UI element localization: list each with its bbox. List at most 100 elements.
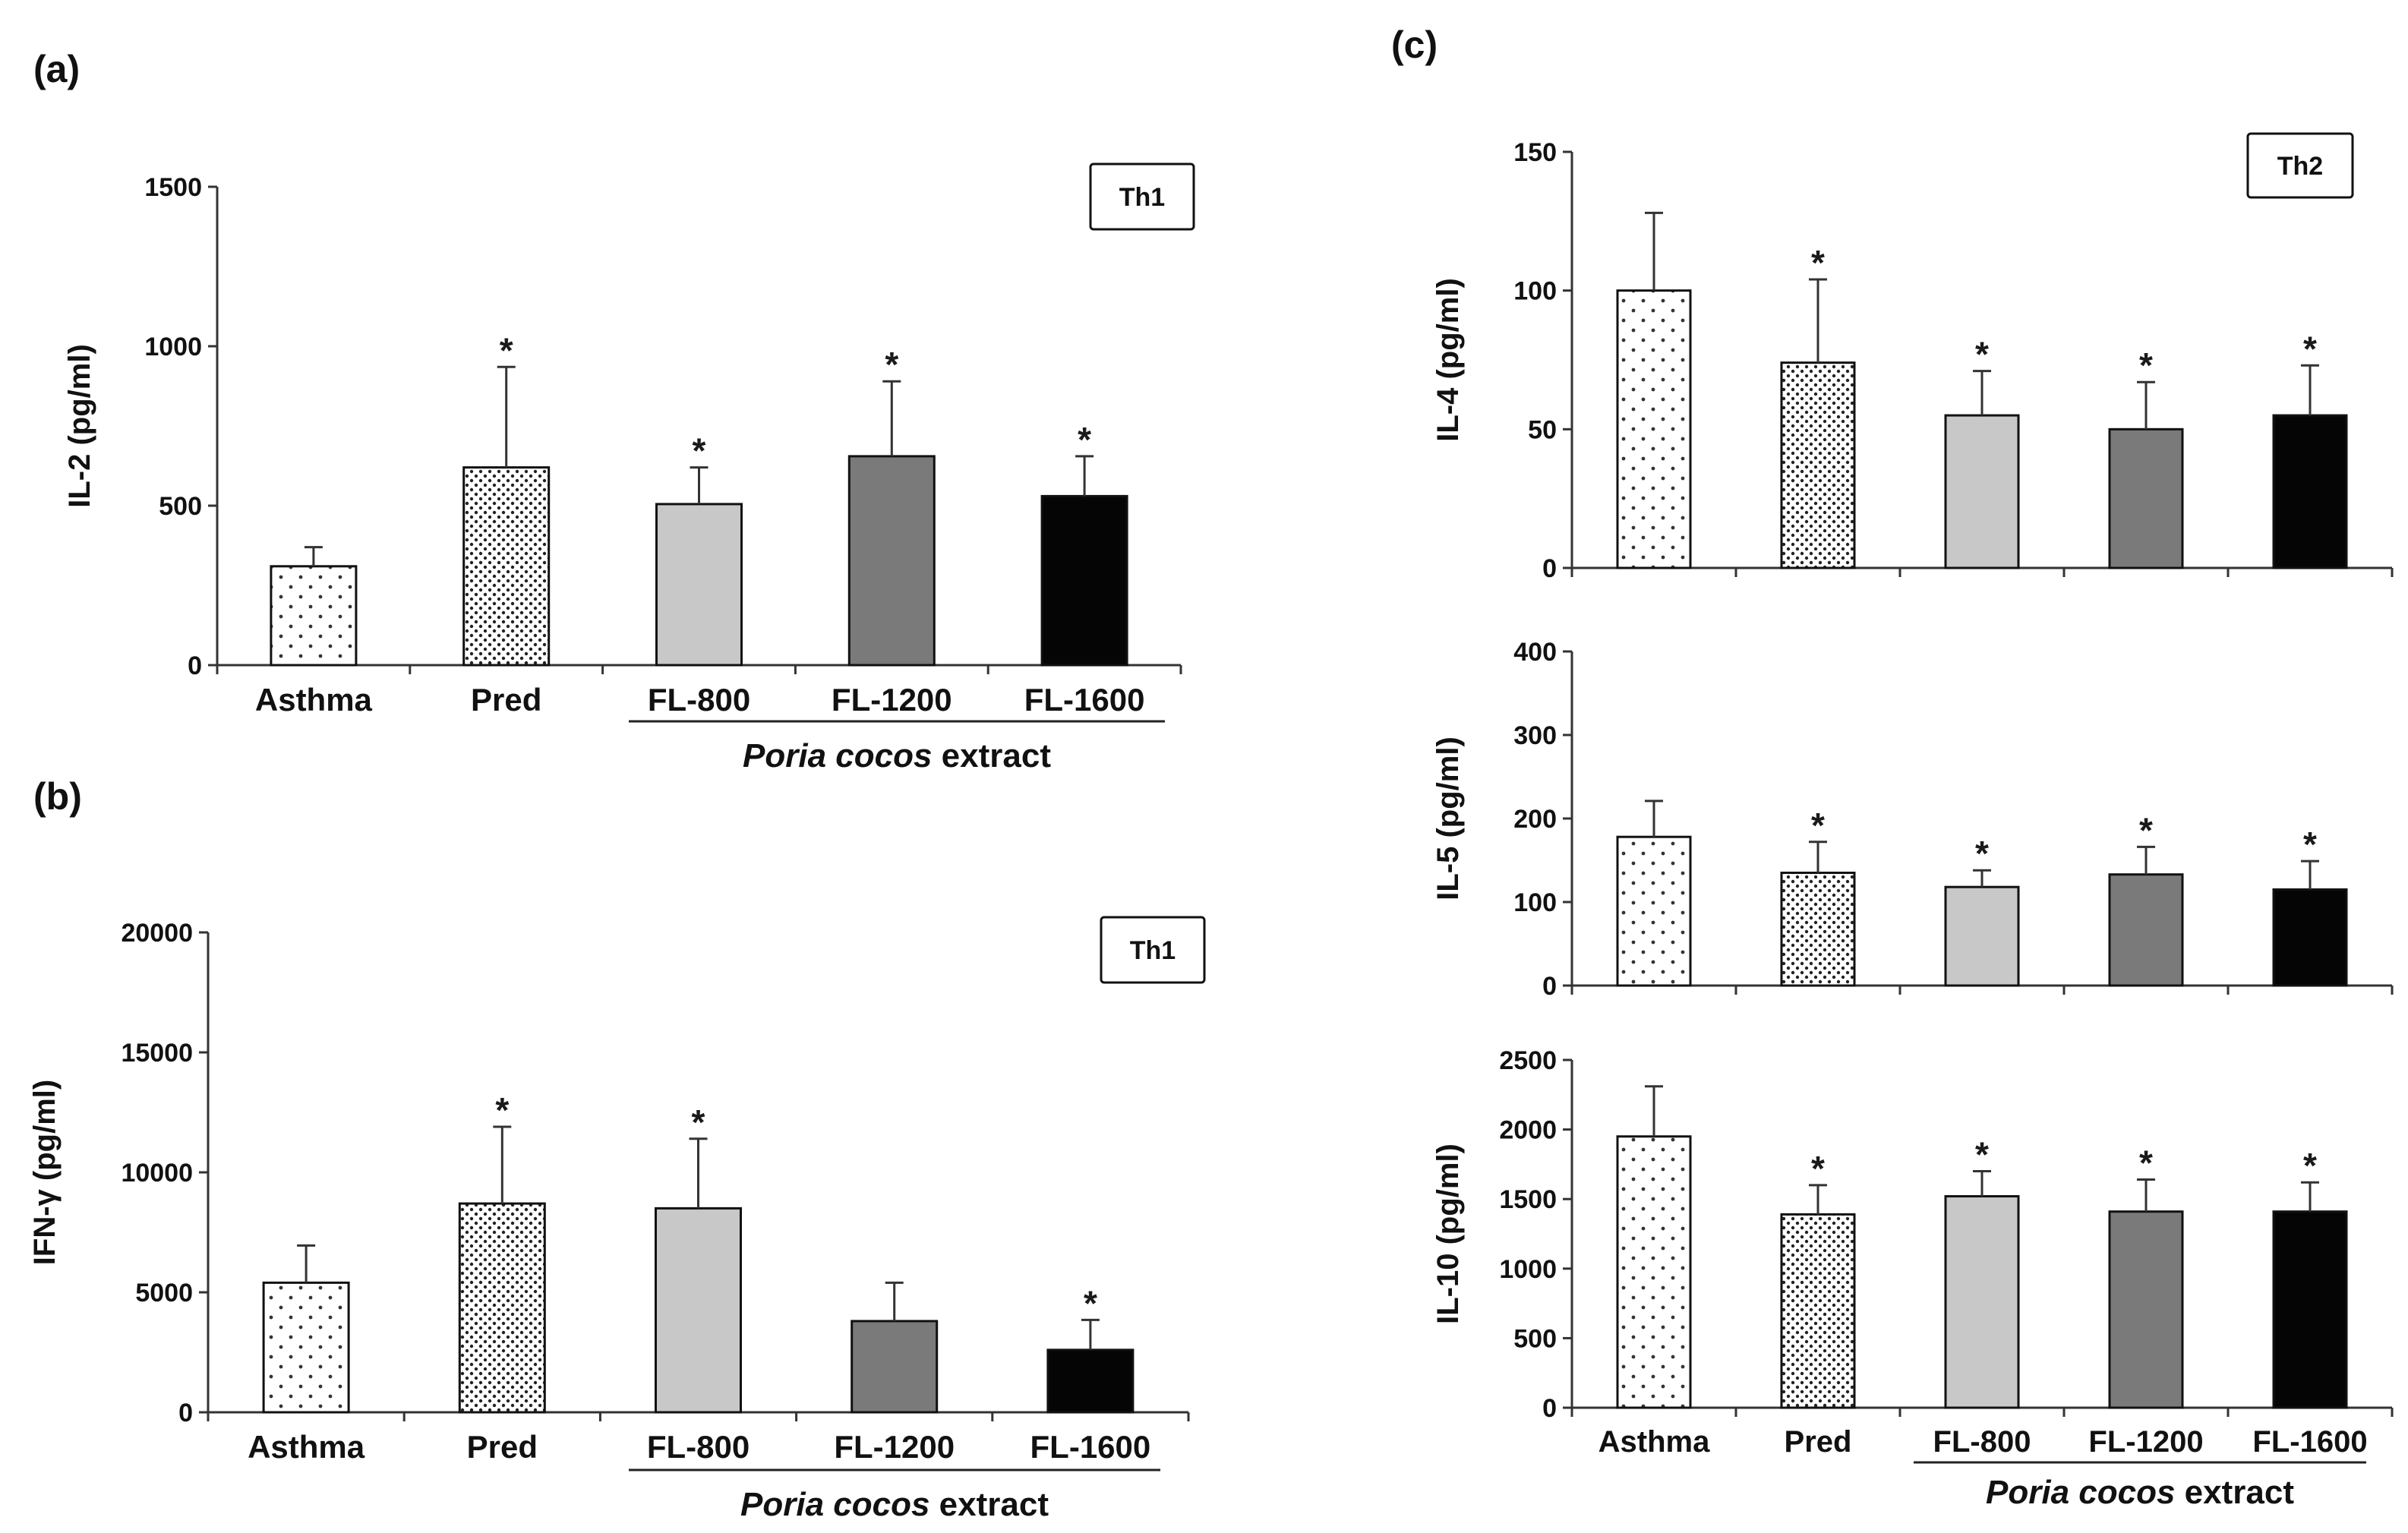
category-label: Asthma bbox=[1598, 1425, 1710, 1459]
y-axis-label: IL-5 (pg/ml) bbox=[1431, 737, 1465, 901]
category-label: FL-800 bbox=[648, 682, 750, 718]
y-tick-label: 0 bbox=[178, 1399, 193, 1427]
category-label: Asthma bbox=[248, 1429, 365, 1465]
category-label: Pred bbox=[1785, 1425, 1852, 1459]
y-tick-label: 1000 bbox=[144, 333, 202, 361]
bar-asthma bbox=[1616, 1135, 1692, 1409]
y-tick-label: 0 bbox=[188, 651, 202, 680]
chart-il5: 0 100 200 300 400 IL-5 (pg/ml) * * * * bbox=[1431, 638, 2394, 1001]
y-tick-label: 150 bbox=[1513, 138, 1557, 167]
y-tick-label: 300 bbox=[1513, 721, 1557, 750]
chart-ifng: 0 5000 10000 15000 20000 IFN-γ (pg/ml) Asthma *… bbox=[28, 916, 1206, 1523]
panel-label-c: (c) bbox=[1391, 24, 1438, 66]
significance-marker: * bbox=[2139, 345, 2153, 385]
bar-fl-1600 bbox=[2272, 414, 2348, 569]
category-label: Pred bbox=[471, 682, 541, 718]
significance-marker: * bbox=[2303, 329, 2317, 368]
bar-fl-800 bbox=[1944, 885, 2020, 987]
y-tick-label: 500 bbox=[159, 492, 202, 521]
category-label: Asthma bbox=[255, 682, 373, 718]
significance-marker: * bbox=[500, 330, 513, 370]
significance-marker: * bbox=[2139, 1143, 2153, 1183]
bar-pred bbox=[1780, 361, 1856, 569]
bar-pred bbox=[458, 1202, 546, 1414]
group-label-suffix: extract bbox=[932, 737, 1051, 774]
chart-il4: 0 50 100 150 IL-4 (pg/ml) * * * * Th2 bbox=[1431, 132, 2394, 583]
category-label: FL-1200 bbox=[834, 1429, 955, 1465]
y-tick-label: 0 bbox=[1542, 972, 1557, 1001]
bar-asthma bbox=[262, 1281, 350, 1414]
group-label: Poria cocos extract bbox=[740, 1486, 1049, 1523]
significance-marker: * bbox=[1811, 1149, 1825, 1188]
y-tick-label: 2500 bbox=[1499, 1046, 1557, 1075]
y-tick-label: 1500 bbox=[1499, 1185, 1557, 1214]
bar-fl-1200 bbox=[847, 455, 936, 667]
panel-label-b: (b) bbox=[33, 775, 82, 818]
significance-marker: * bbox=[1084, 1283, 1097, 1323]
y-tick-label: 15000 bbox=[121, 1039, 193, 1068]
significance-marker: * bbox=[1975, 335, 1989, 374]
group-label-suffix: extract bbox=[2175, 1474, 2294, 1511]
y-tick-label: 50 bbox=[1528, 415, 1557, 444]
y-tick-label: 400 bbox=[1513, 638, 1557, 667]
bar-asthma bbox=[270, 565, 358, 667]
badge-label: Th1 bbox=[1130, 936, 1176, 965]
badge-box bbox=[1089, 162, 1195, 231]
bar-fl-1200 bbox=[2108, 1210, 2184, 1409]
badge-box bbox=[2246, 132, 2354, 199]
y-axis-label: IFN-γ (pg/ml) bbox=[28, 1080, 62, 1265]
y-tick-label: 10000 bbox=[121, 1159, 193, 1188]
significance-marker: * bbox=[2303, 1146, 2317, 1185]
significance-marker: * bbox=[693, 431, 706, 471]
group-label-species: Poria cocos bbox=[740, 1486, 929, 1523]
group-label-species: Poria cocos bbox=[1986, 1474, 2175, 1511]
bar-fl-1600 bbox=[1040, 494, 1128, 667]
badge-box bbox=[1100, 916, 1206, 984]
bar-fl-1600 bbox=[2272, 1210, 2348, 1409]
category-label: FL-800 bbox=[1933, 1425, 2031, 1459]
significance-marker: * bbox=[1811, 806, 1825, 845]
category-label: FL-1600 bbox=[2252, 1425, 2367, 1459]
y-tick-label: 0 bbox=[1542, 554, 1557, 583]
y-tick-label: 200 bbox=[1513, 805, 1557, 834]
y-tick-label: 100 bbox=[1513, 888, 1557, 917]
category-label: FL-1600 bbox=[1030, 1429, 1151, 1465]
y-tick-label: 0 bbox=[1542, 1394, 1557, 1423]
y-tick-label: 1500 bbox=[144, 173, 202, 202]
significance-marker: * bbox=[1975, 834, 1989, 873]
group-label-species: Poria cocos bbox=[743, 737, 932, 774]
badge-label: Th1 bbox=[1119, 183, 1165, 212]
bar-asthma bbox=[1616, 289, 1692, 569]
bar-asthma bbox=[1616, 835, 1692, 987]
y-tick-label: 500 bbox=[1513, 1324, 1557, 1353]
y-axis-label: IL-10 (pg/ml) bbox=[1431, 1143, 1465, 1324]
category-label: Pred bbox=[467, 1429, 538, 1465]
panel-label-a: (a) bbox=[33, 48, 80, 90]
chart-il10: 0 500 1000 1500 2000 2500 IL-10 (pg/ml) Asthma *… bbox=[1431, 1046, 2394, 1511]
significance-marker: * bbox=[1811, 243, 1825, 282]
bar-fl-1200 bbox=[851, 1320, 939, 1414]
y-tick-label: 100 bbox=[1513, 277, 1557, 306]
group-label: Poria cocos extract bbox=[1986, 1474, 2294, 1511]
significance-marker: * bbox=[1078, 420, 1091, 459]
group-label-suffix: extract bbox=[929, 1486, 1049, 1523]
group-label: Poria cocos extract bbox=[743, 737, 1051, 774]
bar-fl-800 bbox=[1944, 1195, 2020, 1409]
significance-marker: * bbox=[885, 345, 898, 384]
bar-pred bbox=[1780, 1213, 1856, 1409]
category-label: FL-1200 bbox=[832, 682, 952, 718]
bar-pred bbox=[1780, 872, 1856, 987]
bar-pred bbox=[462, 466, 551, 667]
y-tick-label: 5000 bbox=[135, 1279, 193, 1307]
y-tick-label: 1000 bbox=[1499, 1255, 1557, 1284]
bar-fl-1200 bbox=[2108, 873, 2184, 987]
category-label: FL-1200 bbox=[2088, 1425, 2203, 1459]
bar-fl-800 bbox=[655, 1207, 742, 1414]
bar-fl-800 bbox=[1944, 414, 2020, 569]
category-label: FL-1600 bbox=[1024, 682, 1145, 718]
y-tick-label: 20000 bbox=[121, 919, 193, 948]
significance-marker: * bbox=[2303, 825, 2317, 864]
y-axis-label: IL-4 (pg/ml) bbox=[1431, 278, 1465, 442]
y-tick-label: 2000 bbox=[1499, 1116, 1557, 1145]
